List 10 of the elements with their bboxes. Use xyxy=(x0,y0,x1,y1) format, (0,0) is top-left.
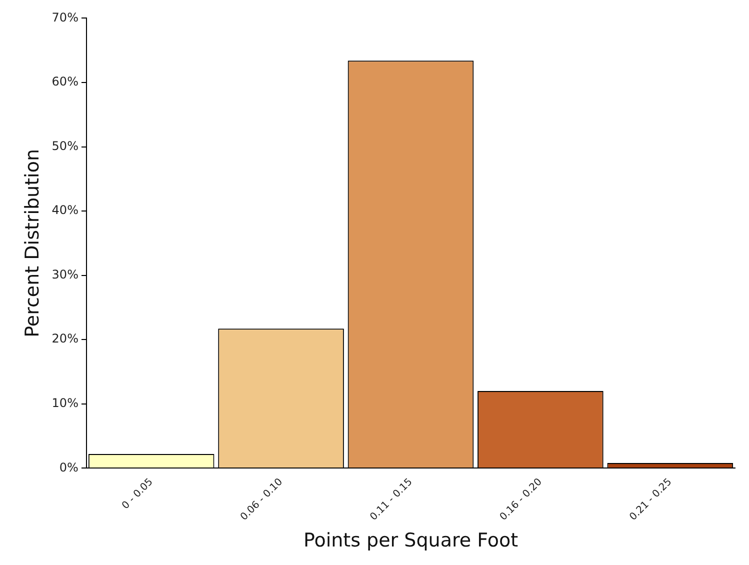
y-tick-label: 20% xyxy=(52,332,78,346)
y-tick-label: 50% xyxy=(52,138,78,153)
y-axis-title: Percent Distribution xyxy=(21,148,44,338)
y-tick-label: 40% xyxy=(52,203,78,218)
y-tick-label: 70% xyxy=(52,10,78,24)
y-tick-label: 60% xyxy=(52,74,78,89)
y-tick-label: 30% xyxy=(52,267,78,282)
x-axis-title: Points per Square Foot xyxy=(303,530,518,552)
y-tick-label: 0% xyxy=(59,460,78,474)
y-tick-label: 10% xyxy=(52,396,78,410)
